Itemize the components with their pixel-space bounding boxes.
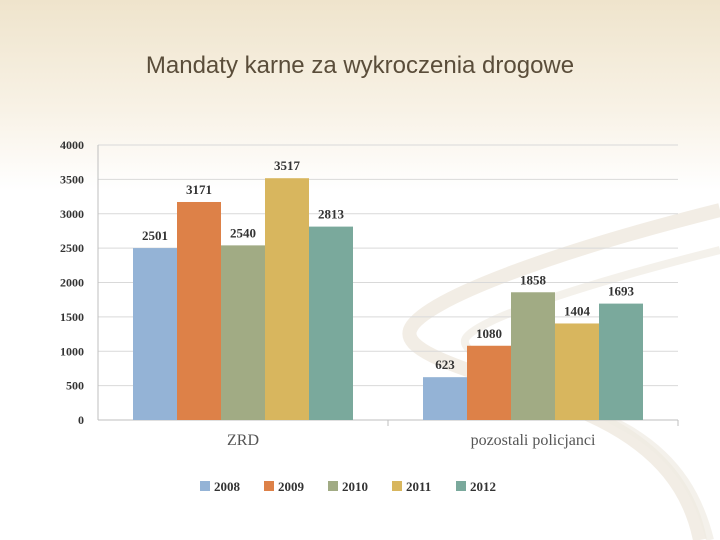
category-label: pozostali policjanci bbox=[471, 432, 596, 449]
y-tick-label: 1500 bbox=[60, 310, 84, 324]
legend-swatch-2008 bbox=[200, 481, 210, 491]
legend-label: 2011 bbox=[406, 479, 431, 494]
legend-swatch-2011 bbox=[392, 481, 402, 491]
data-label: 2813 bbox=[318, 207, 345, 222]
data-label: 623 bbox=[435, 357, 455, 372]
data-label: 3517 bbox=[274, 158, 301, 173]
legend-swatch-2010 bbox=[328, 481, 338, 491]
y-tick-label: 0 bbox=[78, 413, 84, 427]
y-tick-label: 4000 bbox=[60, 138, 84, 152]
bar-2008 bbox=[133, 248, 177, 420]
legend-label: 2008 bbox=[214, 479, 241, 494]
slide-title: Mandaty karne za wykroczenia drogowe bbox=[145, 52, 575, 79]
data-label: 1858 bbox=[520, 272, 547, 287]
bar-2012 bbox=[599, 303, 643, 420]
legend-label: 2010 bbox=[342, 479, 368, 494]
data-label: 1693 bbox=[608, 284, 635, 299]
y-tick-label: 3500 bbox=[60, 172, 84, 186]
y-tick-label: 3000 bbox=[60, 207, 84, 221]
legend-label: 2009 bbox=[278, 479, 305, 494]
data-label: 1404 bbox=[564, 303, 591, 318]
data-label: 1080 bbox=[476, 326, 502, 341]
data-label: 3171 bbox=[186, 182, 212, 197]
y-tick-label: 2000 bbox=[60, 276, 84, 290]
bar-2009 bbox=[467, 345, 511, 420]
data-label: 2540 bbox=[230, 225, 256, 240]
legend-label: 2012 bbox=[470, 479, 496, 494]
data-label: 2501 bbox=[142, 228, 168, 243]
category-label: ZRD bbox=[227, 432, 259, 449]
y-tick-label: 500 bbox=[66, 379, 84, 393]
legend-swatch-2009 bbox=[264, 481, 274, 491]
bar-2010 bbox=[511, 292, 555, 420]
bar-2009 bbox=[177, 201, 221, 420]
bar-2010 bbox=[221, 245, 265, 420]
legend-swatch-2012 bbox=[456, 481, 466, 491]
bar-2008 bbox=[423, 377, 467, 420]
bar-2011 bbox=[265, 178, 309, 420]
bar-2011 bbox=[555, 323, 599, 420]
y-tick-label: 2500 bbox=[60, 241, 84, 255]
y-tick-label: 1000 bbox=[60, 344, 84, 358]
bar-2012 bbox=[309, 226, 353, 420]
